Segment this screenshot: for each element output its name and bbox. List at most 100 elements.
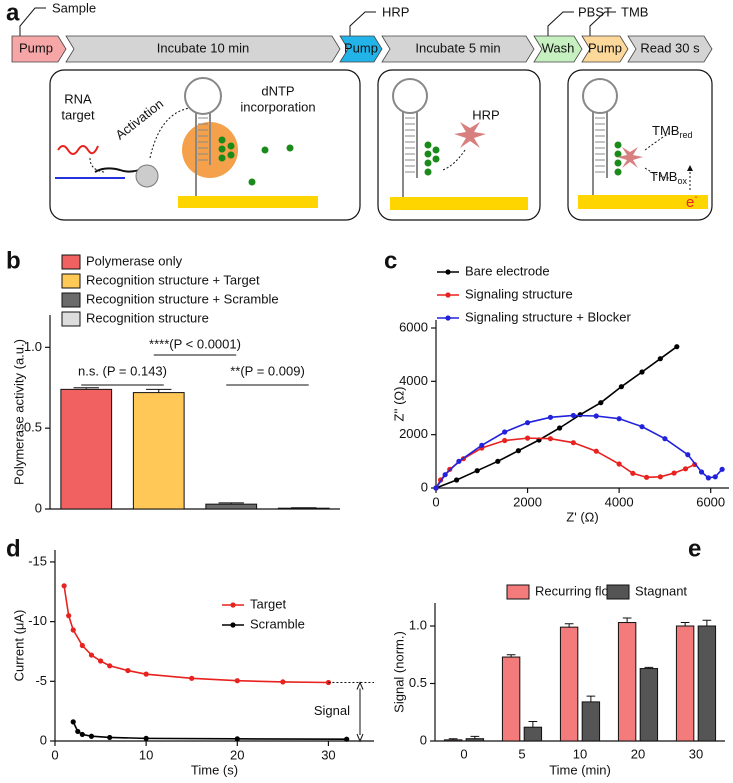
point	[344, 736, 350, 742]
callout: HRP	[382, 4, 409, 19]
point	[547, 414, 554, 420]
arrow	[89, 157, 105, 173]
point	[577, 412, 583, 418]
point	[502, 429, 508, 435]
callout-line	[589, 11, 616, 36]
hairpin-loop	[184, 77, 222, 115]
annotation: ****(P < 0.0001)	[149, 336, 241, 351]
x-tick-label: 10	[573, 746, 587, 761]
label: dNTP	[261, 83, 294, 98]
step-label: Pump	[19, 40, 53, 55]
label: TMBred	[652, 123, 692, 140]
illustration	[390, 78, 528, 210]
point	[234, 736, 240, 742]
x-tick-label: 2000	[513, 494, 542, 509]
legend-label: Signaling structure	[465, 286, 573, 301]
step	[533, 35, 583, 63]
point	[474, 468, 480, 474]
point	[570, 440, 576, 446]
y-tick-label: 0	[40, 732, 47, 747]
callouts	[19, 7, 616, 36]
callout-line	[349, 11, 376, 36]
point	[107, 734, 113, 741]
point	[234, 678, 240, 684]
legend-label: Recognition structure	[86, 310, 209, 325]
y-tick-label: 0	[35, 500, 42, 515]
legend-label: Target	[250, 596, 287, 611]
point	[502, 437, 508, 444]
error-bar	[702, 619, 712, 626]
y-tick-label: 0	[420, 732, 427, 747]
x-axis-label: Z' (Ω)	[566, 509, 598, 524]
step-label: Read 30 s	[640, 40, 700, 55]
label: TMBox	[650, 169, 687, 186]
x-tick-label: 0	[51, 747, 58, 762]
error-bar	[586, 695, 596, 702]
point	[70, 627, 76, 633]
callout: Sample	[52, 0, 96, 15]
electrode	[390, 197, 528, 210]
bar	[639, 668, 659, 742]
x-tick-label: 4000	[605, 494, 634, 509]
legend-label: Stagnant	[635, 583, 687, 598]
point	[189, 675, 195, 681]
bar	[675, 625, 695, 742]
error-bar	[680, 622, 690, 626]
point	[616, 461, 622, 467]
point	[524, 435, 531, 441]
annotation: n.s. (P = 0.143)	[78, 363, 167, 378]
callout: PBST	[578, 4, 612, 19]
point	[705, 475, 711, 481]
label: incorporation	[240, 99, 315, 114]
legend-swatch	[61, 273, 81, 289]
panel-label: c	[384, 247, 397, 274]
point	[97, 658, 104, 664]
point	[598, 400, 604, 406]
step	[339, 35, 383, 63]
legend-swatch	[61, 254, 81, 270]
x-axis-label: Time (min)	[549, 762, 611, 777]
base-pairs	[198, 117, 208, 161]
y-tick-label: 1.0	[24, 339, 42, 354]
pipeline	[11, 35, 713, 63]
point	[662, 436, 668, 442]
bar	[617, 622, 637, 742]
y-tick-label: -10	[28, 613, 47, 628]
point	[143, 671, 149, 677]
error-bar	[146, 388, 172, 393]
point	[479, 442, 485, 448]
point	[639, 369, 645, 375]
point	[442, 472, 448, 478]
point	[657, 474, 663, 480]
line	[72, 721, 347, 741]
point	[593, 448, 599, 454]
x-tick-label: 30	[321, 747, 335, 762]
y-tick-label: -15	[28, 553, 47, 568]
point	[456, 458, 462, 464]
step-label: Incubate 10 min	[157, 40, 250, 55]
enzyme	[135, 164, 159, 188]
legend-label: Recognition structure + Scramble	[86, 291, 279, 306]
step-label: Pump	[588, 40, 622, 55]
bar	[277, 507, 330, 510]
step-label: Incubate 5 min	[415, 40, 500, 55]
x-tick-label: 5	[518, 746, 525, 761]
legend-swatch	[606, 584, 630, 600]
y-axis-label: Current (μA)	[11, 610, 26, 682]
legend-label: Bare electrode	[465, 263, 550, 278]
error-bar	[448, 738, 458, 740]
legend-marker	[230, 622, 236, 628]
bar	[443, 739, 463, 742]
x-axis-label: Time (s)	[191, 762, 238, 777]
y-tick-label: 0.5	[409, 675, 427, 690]
legend-label: Recurring flow	[535, 583, 619, 598]
x-tick-label: 0	[432, 494, 439, 509]
bar	[132, 392, 185, 510]
x-tick-label: 20	[230, 747, 244, 762]
panel-label: e	[688, 535, 701, 562]
error-bar	[506, 654, 516, 658]
illustration	[55, 77, 318, 208]
point	[70, 719, 76, 725]
label: HRP	[472, 107, 499, 122]
legend-marker	[445, 269, 451, 275]
